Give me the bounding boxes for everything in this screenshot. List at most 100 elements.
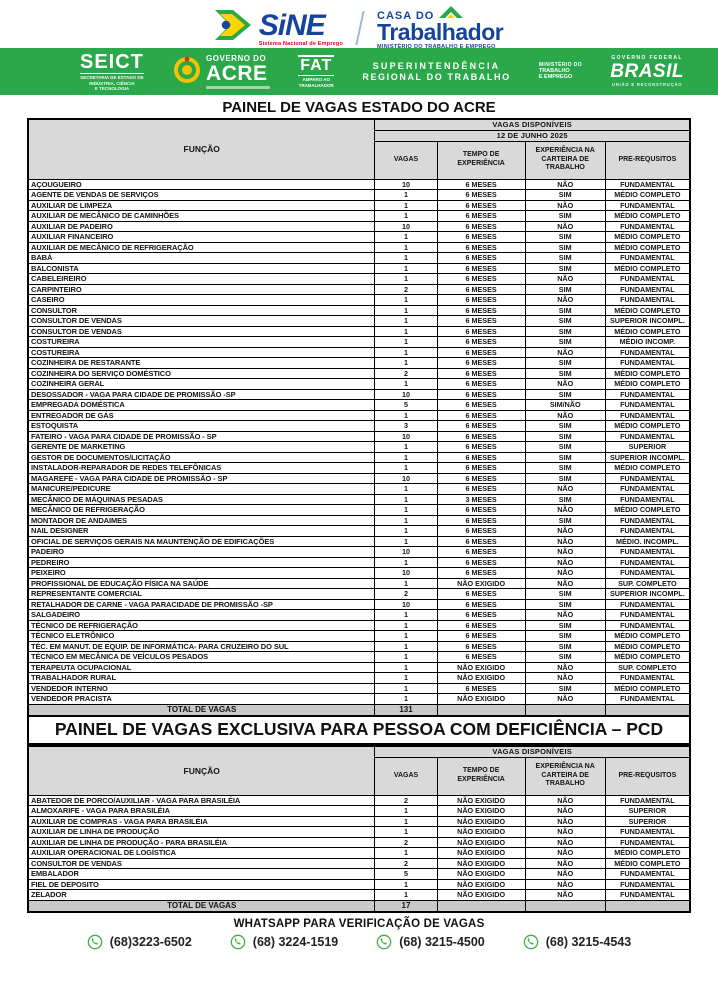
job-value-cell: SIM: [524, 283, 606, 295]
job-value-cell: FUNDAMENTAL: [604, 399, 691, 411]
table-row: MONTADOR DE ANDAIMES 1 6 MESES SIM FUNDAMENT…: [27, 514, 691, 526]
job-value-cell: NÃO: [524, 693, 606, 705]
job-function-cell: CONSULTOR: [27, 304, 376, 316]
whatsapp-contacts: (68)3223-6502 (68) 3224-1519: [0, 934, 718, 950]
job-value-cell: NÃO: [524, 878, 606, 890]
job-value-cell: 1: [374, 609, 438, 621]
vacancies-table-acre: FUNÇÃO VAGAS DISPONÍVEIS 12 DE JUNHO 202…: [27, 118, 691, 717]
table-row: CONSULTOR DE VENDAS 1 6 MESES SIM SUPERIOR I…: [27, 315, 691, 327]
job-value-cell: 6 MESES: [436, 283, 526, 295]
job-function-cell: AGENTE DE VENDAS DE SERVIÇOS: [27, 189, 376, 201]
available-band: VAGAS DISPONÍVEIS: [374, 118, 691, 131]
job-value-cell: NÃO: [524, 294, 606, 306]
table-row: CONSULTOR DE VENDAS 2 NÃO EXIGIDO NÃO MÉDIO …: [27, 857, 691, 869]
ministerio-trabalho-logo: MINISTÉRIO DO TRABALHO E EMPREGO: [538, 61, 583, 80]
job-value-cell: FUNDAMENTAL: [604, 388, 691, 400]
table-row: AUXILIAR DE LINHA DE PRODUÇÃO - PARA BRA…: [27, 836, 691, 848]
job-value-cell: 6 MESES: [436, 430, 526, 442]
table-row: MECÂNICO DE MÁQUINAS PESADAS 1 3 MESES SIM F…: [27, 493, 691, 505]
job-value-cell: NÃO: [524, 805, 606, 817]
job-value-cell: SIM: [524, 630, 606, 642]
job-value-cell: 1: [374, 252, 438, 264]
job-value-cell: FUNDAMENTAL: [604, 826, 691, 838]
job-value-cell: NÃO EXIGIDO: [436, 805, 526, 817]
job-value-cell: NÃO: [524, 847, 606, 859]
job-value-cell: MÉDIO COMPLETO: [604, 325, 691, 337]
vacancies-table-body: AÇOUGUEIRO 10 6 MESES NÃO FUNDAMENTAL AGENTE …: [27, 178, 691, 705]
job-value-cell: 1: [374, 441, 438, 453]
job-value-cell: FUNDAMENTAL: [604, 598, 691, 610]
total-label: TOTAL DE VAGAS: [27, 703, 376, 717]
acre-coat-of-arms-icon: [172, 54, 202, 90]
job-value-cell: 1: [374, 878, 438, 890]
job-value-cell: MÉDIO COMPLETO: [604, 231, 691, 243]
table-row: ENTREGADOR DE GÁS 1 6 MESES NÃO FUNDAMENTAL: [27, 409, 691, 421]
job-function-cell: OFICIAL DE SERVIÇOS GERAIS NA MAUNTENÇÃO…: [27, 535, 376, 547]
table-row: AUXILIAR DE LINHA DE PRODUÇÃO 1 NÃO EXIGID…: [27, 826, 691, 838]
job-function-cell: TÉC. EM MANUT. DE EQUIP. DE INFORMÁTICA-…: [27, 640, 376, 652]
job-function-cell: TRABALHADOR RURAL: [27, 672, 376, 684]
logo-divider: [355, 10, 365, 45]
job-value-cell: 1: [374, 273, 438, 285]
job-value-cell: FUNDAMENTAL: [604, 672, 691, 684]
job-function-cell: EMPREGADA DOMÉSTICA: [27, 399, 376, 411]
table-row: MAGAREFE - VAGA PARA CIDADE DE PROMISSÃO…: [27, 472, 691, 484]
job-value-cell: NÃO: [524, 794, 606, 806]
table-row: VENDEDOR INTERNO 1 6 MESES SIM MÉDIO COMPLET…: [27, 682, 691, 694]
casa-subtitle: MINISTÉRIO DO TRABALHO E EMPREGO: [377, 43, 496, 50]
job-value-cell: 1: [374, 661, 438, 673]
total-value: 131: [374, 703, 438, 717]
table-row: OFICIAL DE SERVIÇOS GERAIS NA MAUNTENÇÃO…: [27, 535, 691, 547]
job-value-cell: SIM: [524, 640, 606, 652]
job-value-cell: 1: [374, 693, 438, 705]
job-value-cell: 1: [374, 483, 438, 495]
job-value-cell: 6 MESES: [436, 483, 526, 495]
job-value-cell: MÉDIO COMPLETO: [604, 682, 691, 694]
total-row: TOTAL DE VAGAS 17: [27, 899, 691, 913]
job-value-cell: SIM: [524, 210, 606, 222]
job-value-cell: 6 MESES: [436, 336, 526, 348]
job-function-cell: AUXILIAR DE LINHA DE PRODUÇÃO: [27, 826, 376, 838]
job-value-cell: NÃO EXIGIDO: [436, 672, 526, 684]
job-value-cell: SIM: [524, 430, 606, 442]
table-row: AUXILIAR OPERACIONAL DE LOGÍSTICA 1 NÃO EX…: [27, 847, 691, 859]
sine-wordmark: SiNE: [258, 8, 326, 42]
phone-number: (68)3223-6502: [109, 935, 192, 949]
job-function-cell: AUXILIAR DE PADEIRO: [27, 220, 376, 232]
job-value-cell: NÃO EXIGIDO: [436, 577, 526, 589]
column-header-funcao: FUNÇÃO: [27, 745, 376, 796]
job-function-cell: COSTUREIRA: [27, 336, 376, 348]
table-row: BABÁ 1 6 MESES SIM FUNDAMENTAL: [27, 252, 691, 264]
job-value-cell: FUNDAMENTAL: [604, 836, 691, 848]
job-value-cell: 6 MESES: [436, 273, 526, 285]
job-value-cell: 6 MESES: [436, 525, 526, 537]
job-value-cell: 1: [374, 357, 438, 369]
job-value-cell: FUNDAMENTAL: [604, 294, 691, 306]
job-function-cell: CONSULTOR DE VENDAS: [27, 315, 376, 327]
footer: WHATSAPP PARA VERIFICAÇÃO DE VAGAS (68)3…: [0, 918, 718, 950]
table-row: AUXILIAR DE MECÂNICO DE REFRIGERAÇÃO 1 6 M…: [27, 241, 691, 253]
column-header-funcao: FUNÇÃO: [27, 118, 376, 180]
job-function-cell: ESTOQUISTA: [27, 420, 376, 432]
job-value-cell: SIM: [524, 651, 606, 663]
job-value-cell: FUNDAMENTAL: [604, 199, 691, 211]
table-row: TRABALHADOR RURAL 1 NÃO EXIGIDO NÃO FUNDAMEN…: [27, 672, 691, 684]
job-value-cell: 1: [374, 504, 438, 516]
job-value-cell: NÃO: [524, 220, 606, 232]
job-value-cell: MÉDIO COMPLETO: [604, 189, 691, 201]
job-value-cell: NÃO EXIGIDO: [436, 836, 526, 848]
job-function-cell: COZINHEIRA GERAL: [27, 378, 376, 390]
job-value-cell: SIM: [524, 588, 606, 600]
job-value-cell: 6 MESES: [436, 210, 526, 222]
table-row: ABATEDOR DE PORCO/AUXILIAR - VAGA PARA B…: [27, 794, 691, 806]
job-function-cell: COZINHEIRA DE RESTARANTE: [27, 357, 376, 369]
job-function-cell: CARPINTEIRO: [27, 283, 376, 295]
job-value-cell: MÉDIO COMPLETO: [604, 640, 691, 652]
column-header-tempo: TEMPO DE EXPERIÊNCIA: [436, 140, 526, 180]
table-row: RETALHADOR DE CARNE - VAGA PARACIDADE DE…: [27, 598, 691, 610]
sine-subtitle: Sistema Nacional de Emprego: [258, 40, 344, 47]
table-row: COZINHEIRA DE RESTARANTE 1 6 MESES SIM FUNDA…: [27, 357, 691, 369]
job-value-cell: FUNDAMENTAL: [604, 609, 691, 621]
job-value-cell: MÉDIO COMPLETO: [604, 420, 691, 432]
table-row: AUXILIAR DE PADEIRO 10 6 MESES NÃO FUNDAMENT…: [27, 220, 691, 232]
